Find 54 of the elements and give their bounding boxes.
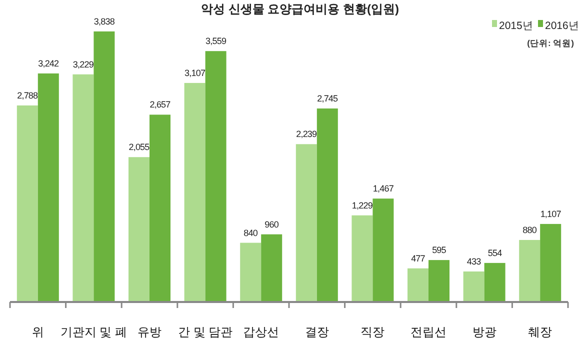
data-label: 3,107 — [184, 68, 206, 78]
bar — [16, 105, 38, 302]
x-tick-label: 갑상선 — [243, 325, 280, 339]
x-tick-label: 전립선 — [410, 325, 446, 339]
x-tick-label: 직장 — [360, 325, 385, 339]
bar — [372, 198, 394, 302]
data-label: 2,239 — [296, 129, 318, 140]
chart-title: 악성 신생물 요양급여비용 현황(입원) — [201, 2, 399, 16]
data-label: 3,229 — [72, 59, 94, 70]
x-tick-label: 결장 — [304, 325, 329, 339]
data-label: 1,467 — [372, 184, 394, 194]
data-label: 2,745 — [317, 93, 338, 104]
bar — [150, 114, 170, 302]
data-label: 880 — [522, 224, 537, 235]
bar — [352, 215, 373, 302]
x-tick-label: 기관지 및 폐 — [60, 325, 128, 339]
bar — [205, 51, 226, 302]
bar — [540, 224, 562, 302]
x-tick-label: 위 — [32, 325, 44, 339]
data-label: 2,788 — [17, 90, 38, 100]
annotation: (단위: 억원) — [527, 38, 574, 48]
data-label: 960 — [264, 219, 279, 230]
bar — [261, 234, 282, 302]
legend-label: 2015년 — [499, 20, 534, 32]
x-tick-label: 췌장 — [528, 325, 552, 339]
bar — [463, 271, 484, 302]
data-label: 477 — [411, 253, 426, 264]
bar — [428, 260, 450, 302]
data-label: 3,559 — [206, 36, 226, 46]
bar — [94, 31, 115, 302]
data-label: 554 — [488, 248, 502, 258]
data-label: 595 — [432, 245, 446, 256]
bar — [184, 82, 206, 302]
data-label: 3,838 — [94, 16, 115, 26]
x-tick-label: 방광 — [472, 325, 496, 339]
data-label: 3,242 — [38, 58, 60, 68]
data-label: 2,657 — [150, 100, 171, 110]
data-label: 433 — [466, 256, 482, 266]
bar — [316, 108, 338, 302]
bar — [296, 144, 317, 302]
bar — [240, 242, 262, 302]
legend-label: 2016년 — [545, 20, 580, 32]
data-label: 840 — [244, 228, 258, 238]
data-label: 1,229 — [352, 200, 373, 210]
x-tick-label: 유방 — [138, 325, 162, 339]
bar — [484, 262, 506, 302]
bar — [408, 268, 428, 302]
x-tick-label: 간 및 담관 — [178, 325, 233, 339]
bar — [72, 74, 94, 302]
data-label: 2,055 — [128, 142, 150, 152]
bar — [38, 73, 59, 302]
bar — [128, 157, 150, 302]
data-label: 1,107 — [540, 208, 562, 219]
bar — [519, 240, 540, 302]
